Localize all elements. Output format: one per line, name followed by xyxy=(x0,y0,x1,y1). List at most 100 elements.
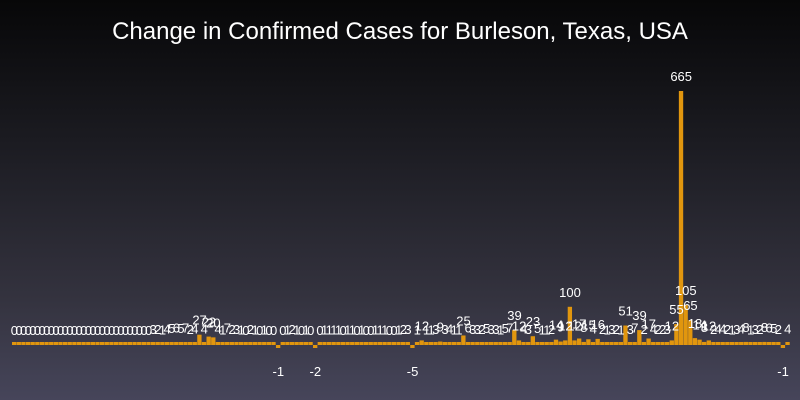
bar xyxy=(660,342,665,345)
bar xyxy=(206,336,211,345)
bar xyxy=(785,342,790,345)
data-label: 1 xyxy=(381,323,388,338)
chart-title: Change in Confirmed Cases for Burleson, … xyxy=(112,18,688,45)
bar xyxy=(363,342,369,345)
data-label: 0 xyxy=(363,323,370,338)
bar xyxy=(201,342,207,345)
bar xyxy=(118,342,123,345)
data-label: 12 xyxy=(567,318,581,333)
data-label: 4 xyxy=(191,321,198,336)
bar xyxy=(243,342,248,345)
data-label: 2 xyxy=(659,322,666,337)
bar xyxy=(215,342,221,345)
bar xyxy=(651,342,656,345)
data-label: 0 xyxy=(265,323,272,338)
data-label: 0 xyxy=(99,323,106,338)
bar xyxy=(535,342,540,345)
bar xyxy=(590,342,596,345)
bar xyxy=(664,342,670,345)
bar xyxy=(475,342,480,345)
data-label-group: 0000000000000000000000000000003214565724… xyxy=(11,69,792,379)
bar xyxy=(197,334,202,345)
data-label: 0 xyxy=(140,323,147,338)
data-label: 39 xyxy=(632,308,646,323)
data-label: 55 xyxy=(669,302,683,317)
data-label: 9 xyxy=(557,320,564,335)
bar xyxy=(113,342,119,345)
bar xyxy=(637,330,642,345)
bar xyxy=(456,342,461,345)
data-label: 0 xyxy=(270,323,277,338)
bar xyxy=(359,342,364,345)
data-label: 0 xyxy=(76,323,83,338)
data-label: 5 xyxy=(534,321,541,336)
bar xyxy=(493,342,498,345)
data-label: 5 xyxy=(502,321,509,336)
data-label: 65 xyxy=(683,298,697,313)
bar xyxy=(127,342,133,345)
bar xyxy=(776,342,781,345)
data-label: 3 xyxy=(492,322,499,337)
data-label: 0 xyxy=(316,323,323,338)
data-label: 1 xyxy=(302,323,309,338)
bar xyxy=(498,342,503,345)
data-label: 0 xyxy=(80,323,87,338)
bar xyxy=(678,91,684,345)
bar xyxy=(266,342,272,345)
data-label: 1 xyxy=(455,323,462,338)
bar xyxy=(104,342,109,345)
bar xyxy=(331,342,336,345)
data-label: 2 xyxy=(400,322,407,337)
data-label: 8 xyxy=(580,320,587,335)
data-label: 3 xyxy=(441,322,448,337)
data-label: 6 xyxy=(465,321,472,336)
data-label: 2 xyxy=(289,322,296,337)
bar xyxy=(76,342,82,345)
data-label: 1 xyxy=(344,323,351,338)
bar xyxy=(627,342,633,345)
data-label: 2 xyxy=(756,322,763,337)
data-label: 8 xyxy=(761,320,768,335)
bar xyxy=(442,342,448,345)
bar xyxy=(67,342,72,345)
bar xyxy=(99,342,105,345)
data-label: 15 xyxy=(581,317,595,332)
data-label: 3 xyxy=(469,322,476,337)
bar xyxy=(132,342,137,345)
bar xyxy=(280,342,285,345)
data-label: 5 xyxy=(483,321,490,336)
bar xyxy=(470,342,475,345)
data-label: 0 xyxy=(307,323,314,338)
bar xyxy=(748,342,753,345)
bar xyxy=(21,342,26,345)
data-label: 2 xyxy=(641,322,648,337)
data-label: 4 xyxy=(650,321,657,336)
bar xyxy=(39,342,45,345)
bar xyxy=(373,342,378,345)
data-label: 3 xyxy=(627,322,634,337)
bar xyxy=(317,342,322,345)
bar xyxy=(391,342,397,345)
bar xyxy=(539,342,545,345)
data-label: 0 xyxy=(279,323,286,338)
data-label: 1 xyxy=(539,323,546,338)
bar xyxy=(294,342,299,345)
data-label: 6 xyxy=(766,321,773,336)
bar xyxy=(340,342,346,345)
bar xyxy=(706,340,711,345)
data-label: 3 xyxy=(525,322,532,337)
data-label: 5 xyxy=(177,321,184,336)
bar xyxy=(549,342,554,345)
bar xyxy=(336,342,341,345)
data-label: -1 xyxy=(272,364,284,379)
data-label: 4 xyxy=(446,321,453,336)
bar xyxy=(609,342,614,345)
data-label: 20 xyxy=(206,315,220,330)
bar xyxy=(303,342,309,345)
data-label: 3 xyxy=(150,322,157,337)
data-label: 0 xyxy=(390,323,397,338)
data-label: 2 xyxy=(775,322,782,337)
bar xyxy=(720,342,725,345)
bar xyxy=(396,342,401,345)
data-label: -2 xyxy=(310,364,322,379)
